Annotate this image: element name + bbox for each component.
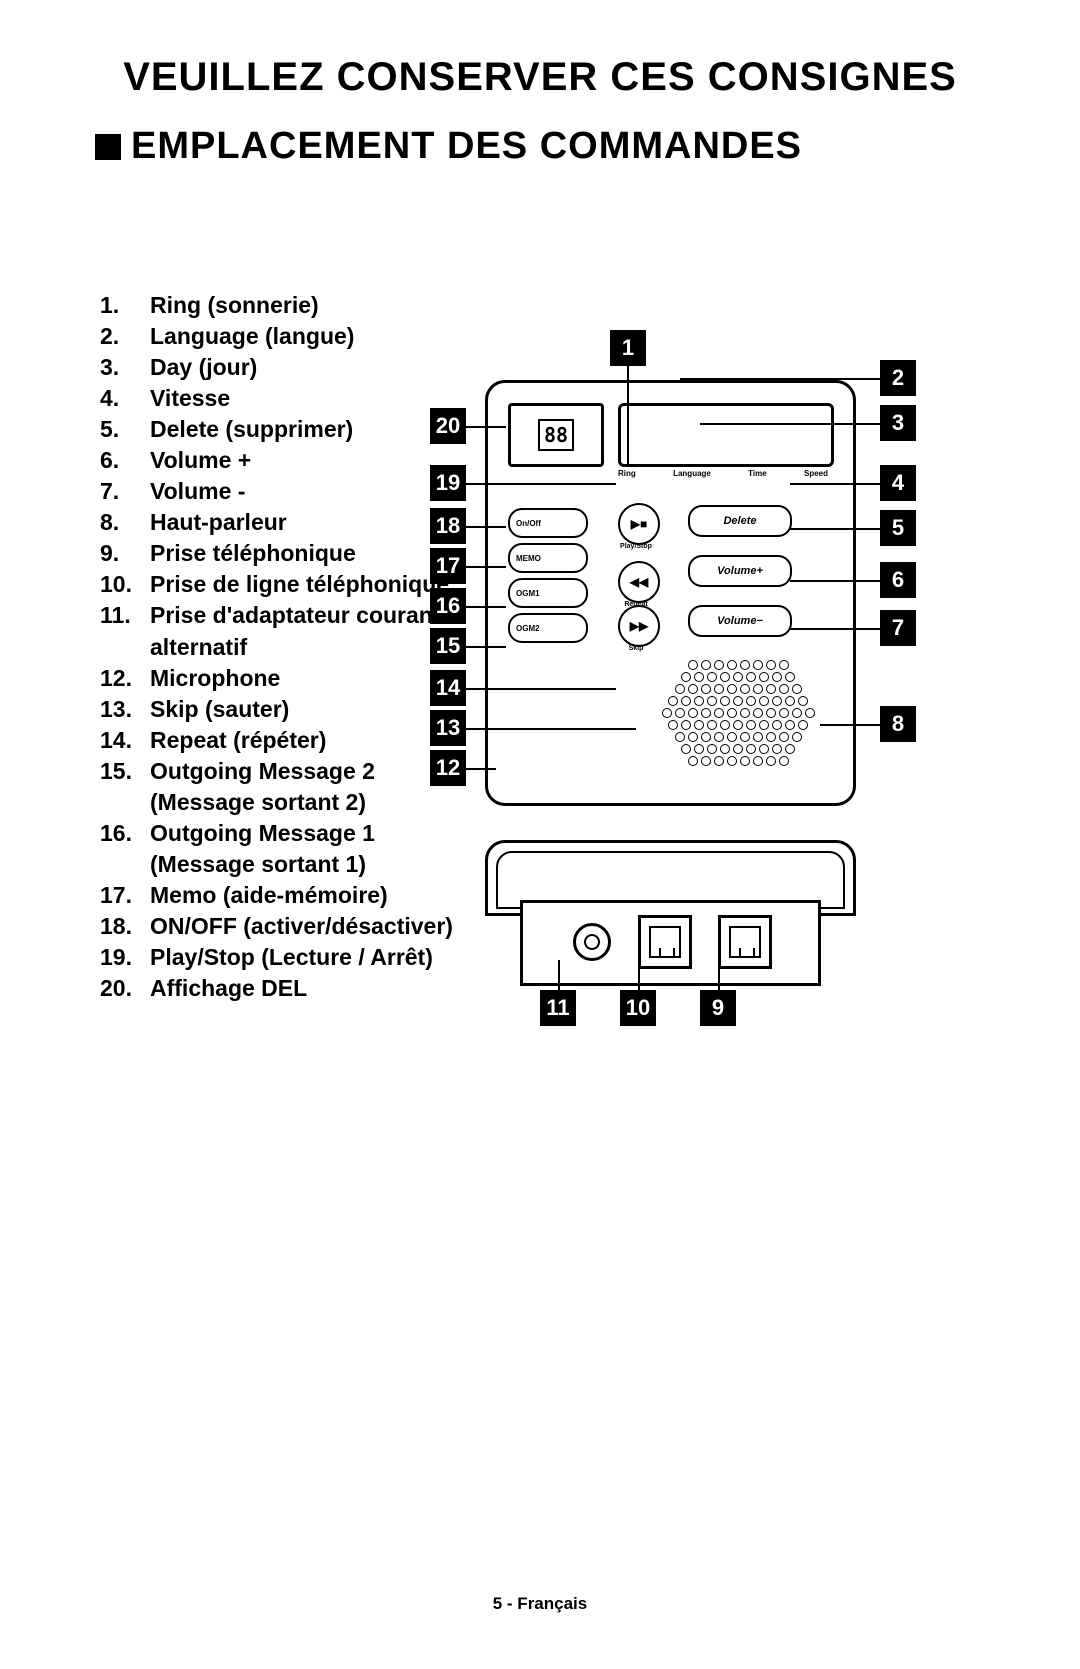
tiny-speed: Speed [804,469,828,478]
callout-15: 15 [430,628,466,664]
legend-item: 7.Volume - [100,476,470,507]
legend-item: 6.Volume + [100,445,470,476]
leader-line [466,426,506,428]
rear-body [520,900,821,986]
callout-19: 19 [430,465,466,501]
volume-minus-button: Volume− [688,605,792,637]
callout-12: 12 [430,750,466,786]
repeat-icon: ◀◀ [630,575,648,589]
device-top-diagram: 88 Ring Language Time Speed On/Off MEMO … [485,380,856,806]
skip-button: ▶▶ [618,605,660,647]
leader-line [700,423,880,425]
tiny-time: Time [748,469,767,478]
legend-item: 18.ON/OFF (activer/désactiver) [100,911,470,942]
tiny-ring: Ring [618,469,636,478]
callout-20: 20 [430,408,466,444]
section-marker-icon [95,134,121,160]
repeat-button: ◀◀ [618,561,660,603]
top-tiny-labels: Ring Language Time Speed [618,469,828,478]
legend-item: 16.Outgoing Message 1 (Message sortant 1… [100,818,470,880]
leader-line [680,378,880,380]
phone-port [718,915,772,969]
leader-line [638,960,640,990]
leader-line [466,728,636,730]
leader-line [627,366,629,466]
callout-10: 10 [620,990,656,1026]
speaker-grille [648,653,828,773]
legend-item: 8.Haut-parleur [100,507,470,538]
controls-legend: 1.Ring (sonnerie) 2.Language (langue) 3.… [100,290,470,1004]
callout-5: 5 [880,510,916,546]
play-stop-icon: ▶■ [631,517,647,531]
phone-line-port [638,915,692,969]
legend-item: 12.Microphone [100,663,470,694]
leader-line [790,580,880,582]
leader-line [790,483,880,485]
leader-line [558,960,560,990]
ogm2-button: OGM2 [508,613,588,643]
page-footer: 5 - Français [0,1594,1080,1614]
top-panel [618,403,834,467]
callout-2: 2 [880,360,916,396]
leader-line [466,606,506,608]
callout-7: 7 [880,610,916,646]
section-title: EMPLACEMENT DES COMMANDES [131,125,802,168]
leader-line [466,526,506,528]
legend-item: 17.Memo (aide-mémoire) [100,880,470,911]
legend-item: 4.Vitesse [100,383,470,414]
callout-16: 16 [430,588,466,624]
callout-1: 1 [610,330,646,366]
callout-11: 11 [540,990,576,1026]
memo-button: MEMO [508,543,588,573]
legend-item: 2.Language (langue) [100,321,470,352]
legend-item: 9.Prise téléphonique [100,538,470,569]
leader-line [466,566,506,568]
volume-plus-button: Volume+ [688,555,792,587]
tiny-language: Language [673,469,711,478]
callout-18: 18 [430,508,466,544]
callout-13: 13 [430,710,466,746]
legend-item: 3.Day (jour) [100,352,470,383]
playstop-label: Play/Stop [616,543,656,550]
skip-icon: ▶▶ [630,619,648,633]
callout-8: 8 [880,706,916,742]
callout-4: 4 [880,465,916,501]
section-heading: EMPLACEMENT DES COMMANDES [95,125,802,168]
leader-line [466,768,496,770]
page-title: VEUILLEZ CONSERVER CES CONSIGNES [0,55,1080,100]
callout-14: 14 [430,670,466,706]
callout-9: 9 [700,990,736,1026]
device-rear-diagram [485,840,850,990]
legend-item: 20.Affichage DEL [100,973,470,1004]
leader-line [790,628,880,630]
legend-item: 14.Repeat (répéter) [100,725,470,756]
legend-item: 11.Prise d'adaptateur courant alternatif [100,600,470,662]
onoff-button: On/Off [508,508,588,538]
callout-6: 6 [880,562,916,598]
legend-item: 1.Ring (sonnerie) [100,290,470,321]
legend-item: 19.Play/Stop (Lecture / Arrêt) [100,942,470,973]
leader-line [466,483,616,485]
playstop-button: ▶■ [618,503,660,545]
leader-line [466,646,506,648]
callout-3: 3 [880,405,916,441]
leader-line [820,724,880,726]
led-display-value: 88 [538,419,574,451]
legend-item: 15.Outgoing Message 2 (Message sortant 2… [100,756,470,818]
legend-item: 5.Delete (supprimer) [100,414,470,445]
leader-line [718,960,720,990]
led-display: 88 [508,403,604,467]
callout-17: 17 [430,548,466,584]
ac-adapter-port [573,923,611,961]
leader-line [790,528,880,530]
skip-label: Skip [616,645,656,652]
legend-item: 13.Skip (sauter) [100,694,470,725]
page: VEUILLEZ CONSERVER CES CONSIGNES EMPLACE… [0,0,1080,1669]
leader-line [466,688,616,690]
delete-button: Delete [688,505,792,537]
ogm1-button: OGM1 [508,578,588,608]
legend-item: 10.Prise de ligne téléphonique [100,569,470,600]
